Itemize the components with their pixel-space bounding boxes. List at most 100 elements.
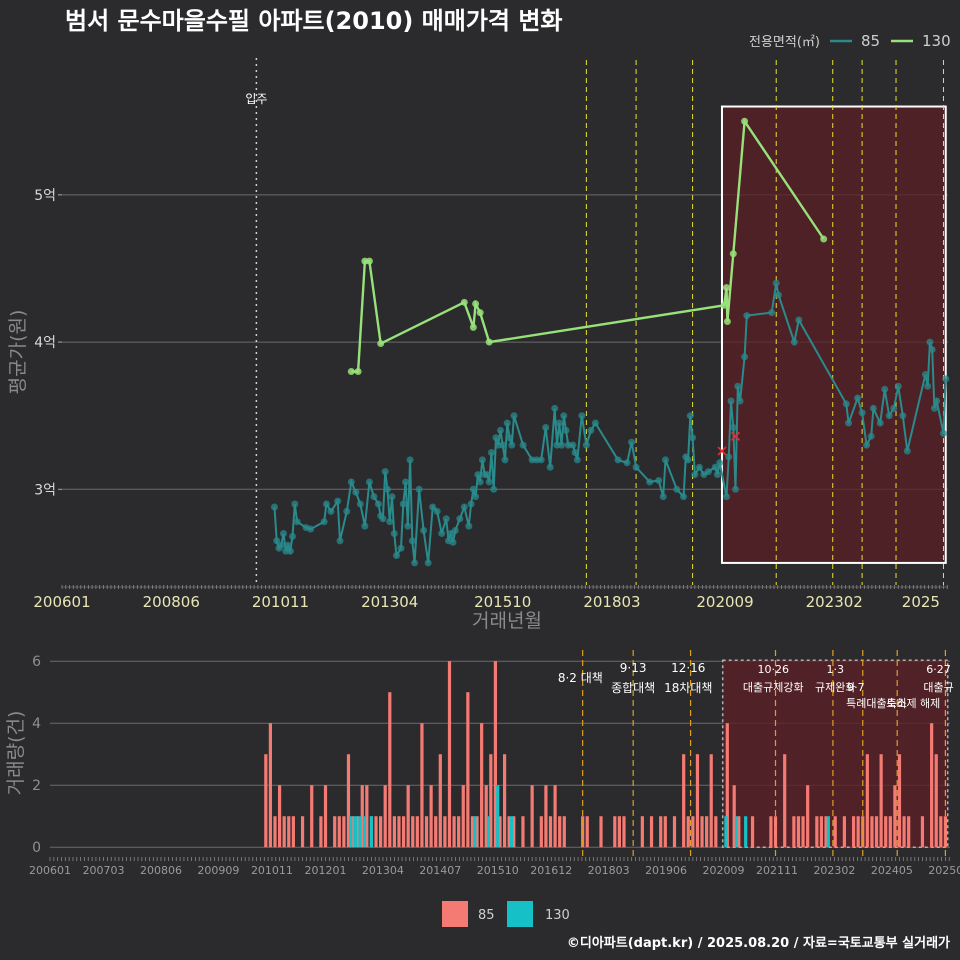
bar-85-56 (553, 785, 557, 848)
bar-85-9 (319, 816, 323, 848)
price-series-points (270, 117, 950, 567)
point-85-32 (390, 529, 398, 537)
bar-130-0 (349, 816, 353, 848)
annotation-date-0: 8·2 대책 (558, 670, 603, 685)
point-85-27 (379, 515, 387, 523)
point-130-6 (469, 323, 477, 331)
point-85-63 (485, 478, 493, 486)
point-130-1 (354, 368, 362, 376)
bar-85-53 (539, 816, 543, 848)
bar-85-25 (397, 816, 401, 848)
bar-85-1 (268, 723, 273, 848)
bar-85-104 (897, 754, 902, 848)
bar-85-28 (411, 816, 415, 848)
annotation-label-1: 종합대책 (611, 680, 655, 695)
point-130-13 (729, 250, 737, 258)
point-85-16 (334, 497, 342, 505)
bar-85-30 (420, 723, 424, 848)
bar-85-64 (622, 816, 626, 848)
bar-85-70 (682, 754, 686, 848)
point-85-146 (926, 338, 934, 346)
volume-x-tick-7: 201407 (419, 864, 461, 877)
point-85-100 (655, 476, 663, 484)
point-85-78 (537, 456, 545, 464)
point-85-96 (623, 459, 631, 467)
bar-85-69 (672, 816, 677, 848)
bar-85-20 (374, 816, 378, 848)
price-x-label: 거래년월 (472, 610, 542, 632)
bar-85-49 (507, 816, 511, 848)
point-85-17 (336, 537, 344, 545)
bar-85-24 (392, 816, 396, 848)
bar-85-82 (769, 816, 773, 848)
point-85-118 (727, 397, 735, 405)
bar-85-7 (300, 816, 305, 848)
point-85-98 (632, 463, 640, 471)
point-85-54 (465, 522, 473, 530)
point-85-72 (506, 434, 514, 442)
bar-85-99 (874, 816, 879, 848)
point-85-112 (704, 468, 712, 476)
x-tick-label-7: 202302 (806, 593, 863, 611)
point-85-97 (628, 438, 636, 446)
bar-85-81 (750, 816, 755, 848)
point-85-6 (284, 541, 292, 549)
point-85-12 (307, 525, 315, 533)
point-85-86 (562, 426, 570, 434)
x-tick-label-2: 201011 (252, 593, 309, 611)
point-85-120 (732, 485, 740, 493)
point-85-125 (768, 309, 776, 317)
point-85-41 (415, 485, 423, 493)
point-85-68 (496, 426, 504, 434)
point-85-39 (408, 537, 416, 545)
point-85-124 (743, 312, 751, 320)
point-85-121 (734, 382, 742, 390)
point-85-56 (469, 485, 477, 493)
volume-y-tick-2: 4 (32, 716, 41, 732)
price-x-ticks: 200601 200806 201011 201304 201510 201803 2020… (33, 585, 948, 611)
annotation-date-1: 9·13 (620, 661, 647, 675)
bar-85-55 (548, 816, 553, 848)
point-85-91 (578, 412, 586, 420)
bar-85-91 (824, 816, 828, 848)
bar-85-103 (893, 785, 897, 848)
point-85-141 (894, 382, 902, 390)
volume-x-tick-14: 202302 (813, 864, 855, 877)
point-85-53 (460, 503, 468, 511)
bar-85-72 (691, 816, 695, 848)
annotation-date-3: 10·26 (757, 663, 789, 676)
bar-85-0 (264, 754, 268, 848)
bar-85-4 (282, 816, 286, 848)
point-130-14 (741, 117, 749, 125)
top-legend: 전용면적(㎡) 85 130 (749, 32, 951, 50)
point-85-43 (424, 559, 432, 567)
bar-130-5 (473, 816, 477, 848)
point-85-126 (772, 279, 780, 287)
point-85-21 (356, 500, 364, 508)
x-tick-label-3: 201304 (361, 593, 418, 611)
bar-85-94 (851, 816, 856, 848)
volume-y-tick-3: 6 (32, 654, 41, 670)
bar-85-100 (879, 754, 883, 848)
point-85-85 (560, 412, 568, 420)
volume-x-tick-11: 201906 (645, 864, 687, 877)
legend-swatch-bar-85 (442, 901, 468, 927)
point-85-84 (558, 441, 566, 449)
point-85-69 (499, 441, 507, 449)
bar-85-80 (737, 816, 741, 848)
volume-x-tick-3: 200909 (197, 864, 239, 877)
point-85-113 (711, 463, 719, 471)
bar-85-12 (337, 816, 341, 848)
point-85-89 (571, 449, 579, 456)
volume-y-label: 거래량(건) (5, 711, 27, 796)
point-85-128 (790, 338, 798, 346)
point-130-5 (460, 298, 468, 306)
volume-y-ticks: 0 2 4 6 (32, 654, 41, 856)
point-85-74 (510, 412, 518, 420)
bar-85-61 (599, 816, 603, 848)
point-85-31 (388, 493, 396, 501)
point-85-36 (402, 478, 410, 486)
point-85-58 (474, 471, 482, 479)
point-85-108 (689, 434, 697, 442)
bar-85-84 (783, 754, 787, 848)
